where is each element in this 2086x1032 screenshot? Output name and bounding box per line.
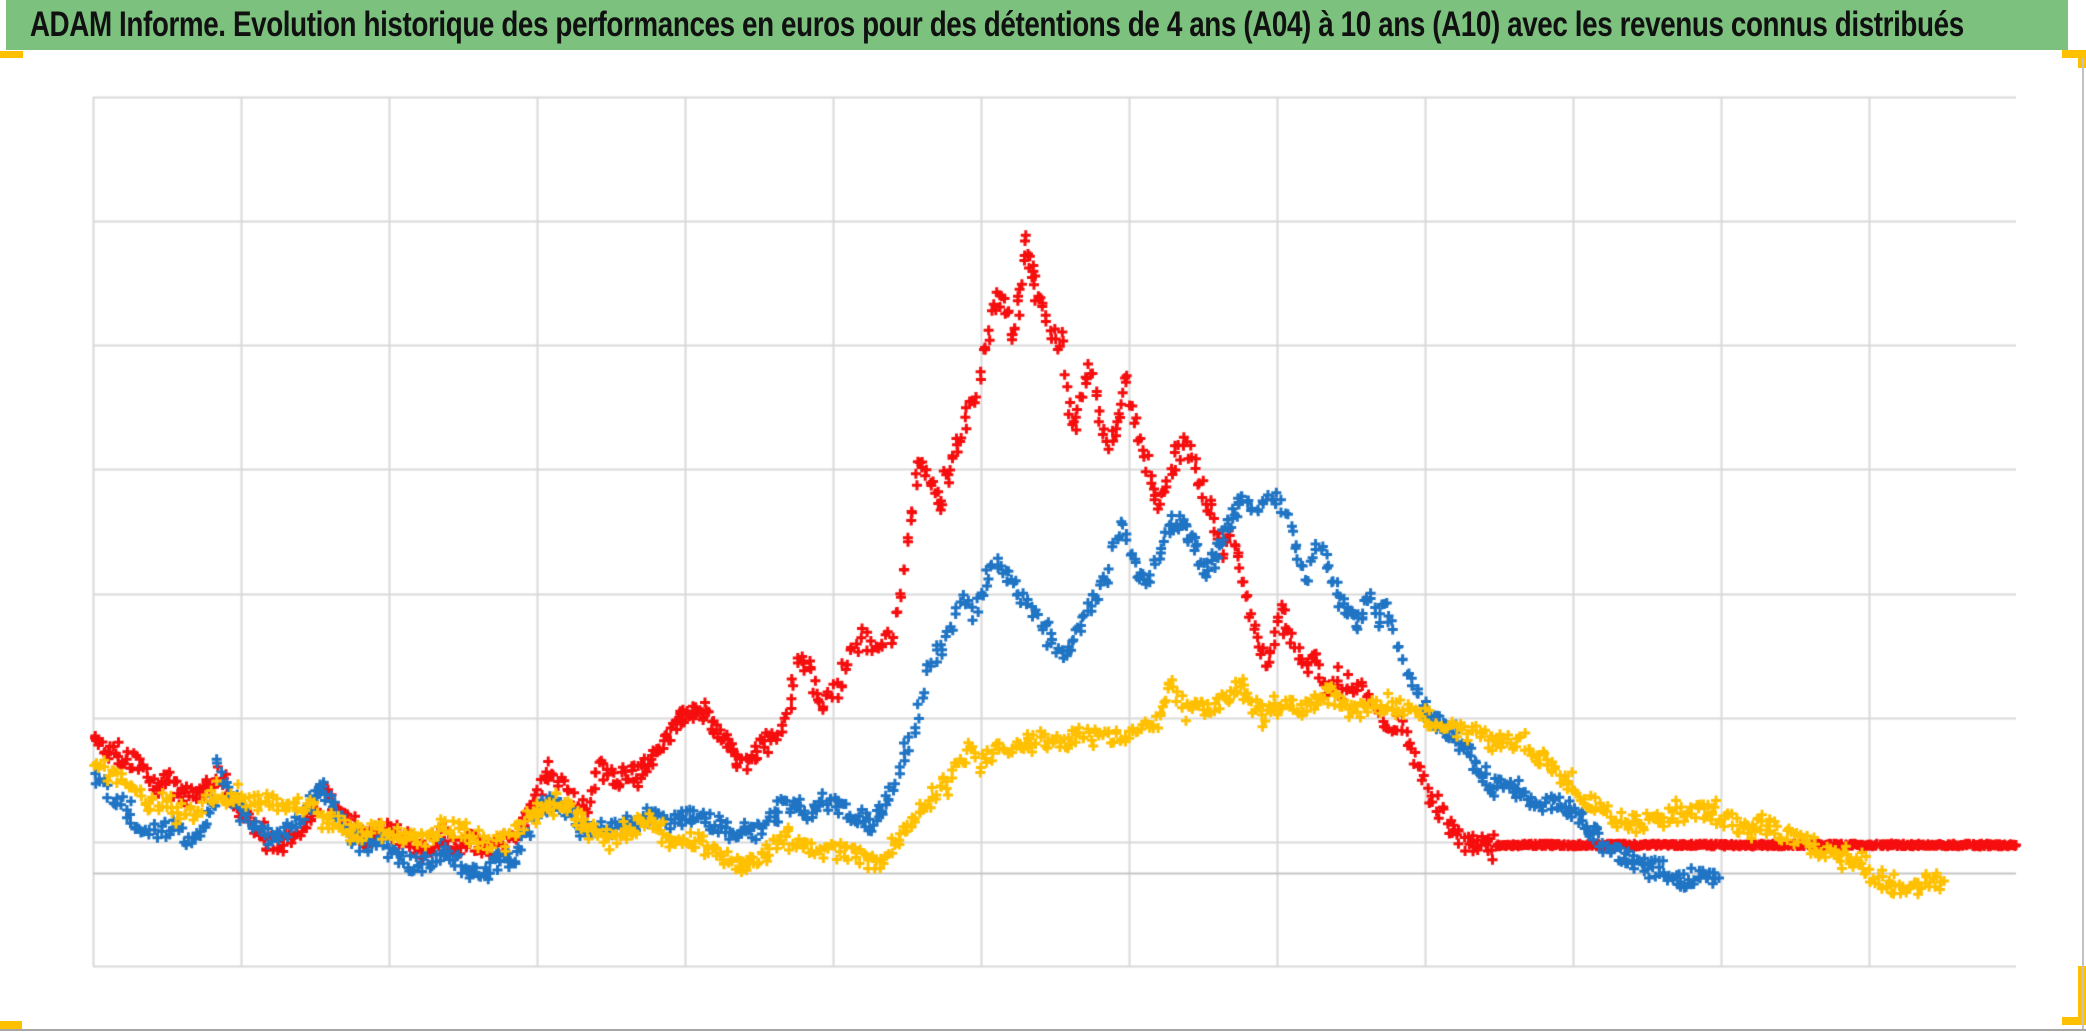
corner-accent-bottom-left <box>0 1021 22 1029</box>
corner-accent-bottom-right-h <box>2062 1017 2086 1025</box>
page-title: ADAM Informe. Evolution historique des p… <box>29 5 1964 44</box>
bottom-edge-line <box>0 1029 2086 1031</box>
corner-accent-top-left <box>0 51 23 58</box>
title-bar: ADAM Informe. Evolution historique des p… <box>6 0 2068 50</box>
right-edge-line <box>2082 58 2084 1030</box>
corner-accent-top-right-h <box>2062 50 2086 58</box>
